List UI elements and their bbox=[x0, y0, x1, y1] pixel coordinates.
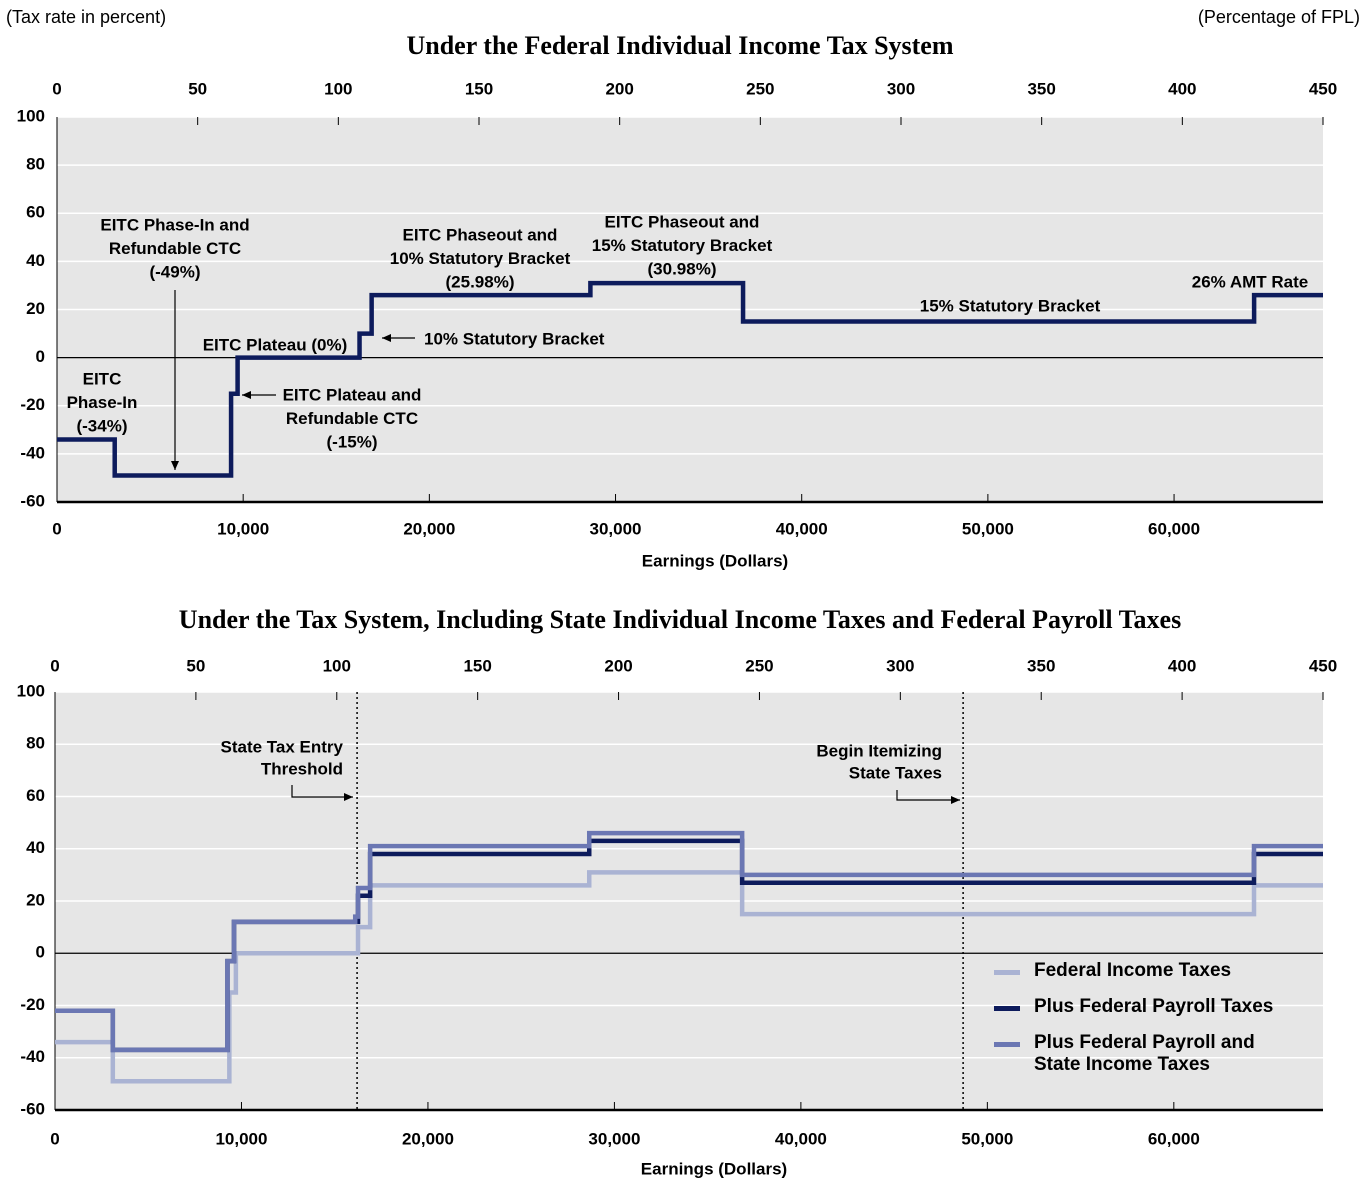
y-tick-label: 60 bbox=[26, 203, 45, 222]
annotation: State Tax Entry bbox=[220, 737, 343, 756]
annotation: Threshold bbox=[261, 759, 343, 778]
x-tick-label: 60,000 bbox=[1148, 1129, 1200, 1148]
x-tick-label: 30,000 bbox=[588, 1129, 640, 1148]
x-axis-label: Earnings (Dollars) bbox=[641, 1159, 787, 1178]
x2-tick-label: 450 bbox=[1309, 656, 1337, 675]
chart-title: Under the Tax System, Including State In… bbox=[179, 605, 1181, 634]
annotation: Phase-In bbox=[67, 393, 138, 412]
x2-tick-label: 250 bbox=[745, 656, 773, 675]
x-tick-label: 60,000 bbox=[1148, 519, 1200, 538]
x2-tick-label: 350 bbox=[1027, 79, 1055, 98]
annotation: 15% Statutory Bracket bbox=[920, 296, 1101, 315]
annotation: 10% Statutory Bracket bbox=[424, 329, 605, 348]
y-tick-label: 20 bbox=[26, 299, 45, 318]
y-tick-label: 80 bbox=[26, 734, 45, 753]
legend-entry: Plus Federal Payroll and State Income Ta… bbox=[990, 1032, 1290, 1076]
annotation: (-34%) bbox=[76, 416, 127, 435]
legend-label: Plus Federal Payroll Taxes bbox=[1034, 996, 1274, 1017]
annotation: State Taxes bbox=[849, 763, 942, 782]
x2-tick-label: 400 bbox=[1168, 79, 1196, 98]
x2-tick-label: 450 bbox=[1309, 79, 1337, 98]
x2-tick-label: 0 bbox=[50, 656, 59, 675]
x2-tick-label: 50 bbox=[188, 79, 207, 98]
x-tick-label: 0 bbox=[50, 1129, 59, 1148]
y-tick-label: -20 bbox=[20, 995, 45, 1014]
annotation-arrow bbox=[291, 785, 353, 801]
annotation: (25.98%) bbox=[446, 272, 515, 291]
x2-axis-label: (Percentage of FPL) bbox=[1198, 7, 1360, 27]
annotation-arrow bbox=[896, 790, 960, 804]
y-tick-label: 80 bbox=[26, 155, 45, 174]
x-tick-label: 40,000 bbox=[775, 1129, 827, 1148]
legend-entry: Plus Federal Payroll Taxes bbox=[990, 996, 1290, 1018]
y-tick-label: 40 bbox=[26, 838, 45, 857]
x-tick-label: 40,000 bbox=[776, 519, 828, 538]
y-tick-label: -20 bbox=[20, 395, 45, 414]
annotation: EITC Plateau and bbox=[283, 385, 422, 404]
y-tick-label: -60 bbox=[20, 491, 45, 510]
x-tick-label: 20,000 bbox=[402, 1129, 454, 1148]
annotation: (-49%) bbox=[149, 262, 200, 281]
annotation: EITC Phaseout and bbox=[605, 212, 760, 231]
x2-tick-label: 200 bbox=[604, 656, 632, 675]
x-tick-label: 0 bbox=[52, 519, 61, 538]
y-tick-label: 60 bbox=[26, 786, 45, 805]
line bbox=[55, 830, 1323, 1053]
annotation: EITC Phaseout and bbox=[403, 225, 558, 244]
legend-swatch bbox=[994, 970, 1020, 975]
y-tick-label: 0 bbox=[36, 347, 45, 366]
y-tick-label: 20 bbox=[26, 890, 45, 909]
annotation: Refundable CTC bbox=[109, 239, 241, 258]
y-tick-label: -40 bbox=[20, 1047, 45, 1066]
annotation: 15% Statutory Bracket bbox=[592, 236, 773, 255]
y-tick-label: -40 bbox=[20, 443, 45, 462]
annotation: Refundable CTC bbox=[286, 409, 418, 428]
x2-tick-label: 100 bbox=[323, 656, 351, 675]
x2-tick-label: 300 bbox=[887, 79, 915, 98]
x2-tick-label: 150 bbox=[463, 656, 491, 675]
line bbox=[55, 870, 1323, 1084]
legend-entry: Federal Income Taxes bbox=[990, 960, 1290, 982]
x2-tick-label: 50 bbox=[186, 656, 205, 675]
annotation: 10% Statutory Bracket bbox=[390, 249, 571, 268]
x-tick-label: 10,000 bbox=[217, 519, 269, 538]
x2-tick-label: 0 bbox=[52, 79, 61, 98]
annotation: (-15%) bbox=[326, 432, 377, 451]
legend-swatch bbox=[994, 1042, 1020, 1047]
y-tick-label: 0 bbox=[36, 943, 45, 962]
x-tick-label: 10,000 bbox=[215, 1129, 267, 1148]
legend: Federal Income Taxes Plus Federal Payroll… bbox=[990, 960, 1290, 1090]
x2-tick-label: 400 bbox=[1168, 656, 1196, 675]
y-axis-label: (Tax rate in percent) bbox=[6, 7, 166, 27]
x2-tick-label: 150 bbox=[465, 79, 493, 98]
x-tick-label: 20,000 bbox=[403, 519, 455, 538]
x2-tick-label: 300 bbox=[886, 656, 914, 675]
x2-tick-label: 100 bbox=[324, 79, 352, 98]
y-tick-label: -60 bbox=[20, 1099, 45, 1118]
legend-label: Plus Federal Payroll and State Income Ta… bbox=[1034, 1032, 1255, 1075]
x-tick-label: 50,000 bbox=[961, 1129, 1013, 1148]
x-axis-label: Earnings (Dollars) bbox=[642, 551, 788, 570]
x2-tick-label: 250 bbox=[746, 79, 774, 98]
annotation: EITC Plateau (0%) bbox=[203, 335, 348, 354]
x-tick-label: 50,000 bbox=[962, 519, 1014, 538]
annotation: EITC Phase-In and bbox=[100, 215, 249, 234]
annotation: 26% AMT Rate bbox=[1192, 272, 1309, 291]
x-tick-label: 30,000 bbox=[590, 519, 642, 538]
x2-tick-label: 350 bbox=[1027, 656, 1055, 675]
annotation: (30.98%) bbox=[648, 259, 717, 278]
legend-label: Federal Income Taxes bbox=[1034, 960, 1232, 981]
chart-title: Under the Federal Individual Income Tax … bbox=[406, 31, 953, 60]
y-tick-label: 100 bbox=[17, 681, 45, 700]
line bbox=[57, 280, 1323, 478]
y-tick-label: 100 bbox=[17, 106, 45, 125]
y-tick-label: 40 bbox=[26, 251, 45, 270]
x2-tick-label: 200 bbox=[605, 79, 633, 98]
annotation: Begin Itemizing bbox=[816, 741, 942, 760]
annotation: EITC bbox=[83, 369, 122, 388]
legend-swatch bbox=[994, 1006, 1020, 1011]
